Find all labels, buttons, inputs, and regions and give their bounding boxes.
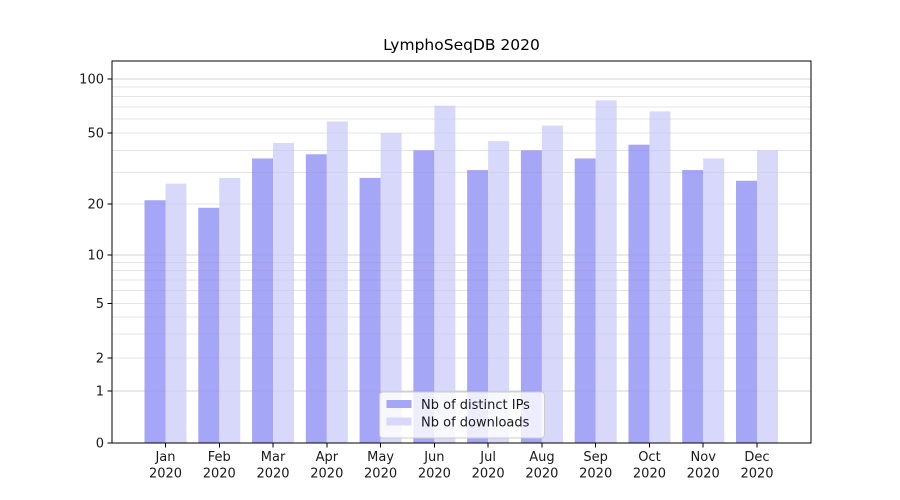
- bar-ips-oct: [628, 144, 650, 443]
- bar-ips-jan: [144, 200, 166, 443]
- x-tick-label-month-dec: Dec: [744, 450, 769, 465]
- bar-downloads-aug: [541, 125, 563, 444]
- bar-downloads-jun: [434, 105, 456, 444]
- x-tick-label-month-apr: Apr: [316, 450, 339, 465]
- x-tick-label-month-aug: Aug: [529, 450, 554, 465]
- x-tick-label-month-sep: Sep: [583, 450, 608, 465]
- x-tick-label-year: 2020: [256, 467, 289, 482]
- x-tick-label-month-mar: Mar: [261, 450, 286, 465]
- y-tick-label-50: 50: [87, 127, 104, 142]
- bar-downloads-apr: [326, 121, 348, 444]
- bar-downloads-dec: [757, 150, 778, 443]
- bar-ips-may: [359, 177, 381, 443]
- bar-ips-dec: [736, 180, 757, 443]
- bar-ips-sep: [574, 158, 596, 443]
- x-tick-label-month-jun: Jun: [423, 450, 444, 465]
- bar-downloads-feb: [219, 177, 241, 443]
- x-tick-label-year: 2020: [203, 467, 236, 482]
- x-tick-label-year: 2020: [579, 467, 612, 482]
- legend-swatch-downloads: [386, 417, 412, 426]
- bar-ips-mar: [252, 158, 274, 443]
- y-tick-label-1: 1: [96, 385, 104, 400]
- y-tick-label-10: 10: [87, 249, 104, 264]
- bar-downloads-jul: [488, 141, 510, 443]
- x-tick-label-year: 2020: [740, 467, 773, 482]
- bar-ips-feb: [198, 207, 220, 443]
- y-tick-label-0: 0: [96, 437, 104, 452]
- legend-box: [379, 391, 545, 439]
- x-tick-label-month-may: May: [367, 450, 394, 465]
- x-tick-label-month-jul: Jul: [479, 450, 496, 465]
- x-tick-label-year: 2020: [472, 467, 505, 482]
- x-tick-label-year: 2020: [364, 467, 397, 482]
- x-tick-label-month-oct: Oct: [638, 450, 660, 465]
- bar-ips-jun: [413, 150, 435, 443]
- x-tick-label-year: 2020: [310, 467, 343, 482]
- x-tick-label-month-jan: Jan: [154, 450, 175, 465]
- x-tick-label-year: 2020: [633, 467, 666, 482]
- y-tick-label-100: 100: [79, 73, 104, 88]
- bar-downloads-mar: [273, 142, 295, 443]
- x-tick-label-year: 2020: [418, 467, 451, 482]
- y-tick-label-20: 20: [87, 198, 104, 213]
- bar-downloads-oct: [649, 111, 671, 444]
- bar-downloads-sep: [595, 100, 617, 443]
- legend-label-downloads: Nb of downloads: [421, 416, 530, 431]
- y-tick-label-2: 2: [96, 352, 104, 367]
- bar-ips-nov: [682, 170, 704, 443]
- chart-title: LymphoSeqDB 2020: [383, 36, 540, 54]
- x-tick-label-year: 2020: [687, 467, 720, 482]
- x-tick-label-year: 2020: [149, 467, 182, 482]
- bar-ips-aug: [520, 150, 542, 443]
- bar-downloads-nov: [703, 158, 725, 443]
- y-tick-label-5: 5: [96, 297, 104, 312]
- x-tick-label-month-feb: Feb: [208, 450, 231, 465]
- bar-downloads-may: [380, 133, 402, 443]
- x-tick-label-year: 2020: [525, 467, 558, 482]
- legend: Nb of distinct IPs Nb of downloads: [379, 391, 545, 439]
- plot-frame: [111, 60, 812, 444]
- bar-downloads-jan: [165, 183, 187, 444]
- bar-ips-apr: [305, 154, 327, 443]
- bar-ips-jul: [467, 170, 489, 443]
- legend-label-ips: Nb of distinct IPs: [421, 398, 530, 413]
- x-tick-label-month-nov: Nov: [691, 450, 717, 465]
- legend-swatch-ips: [386, 400, 412, 408]
